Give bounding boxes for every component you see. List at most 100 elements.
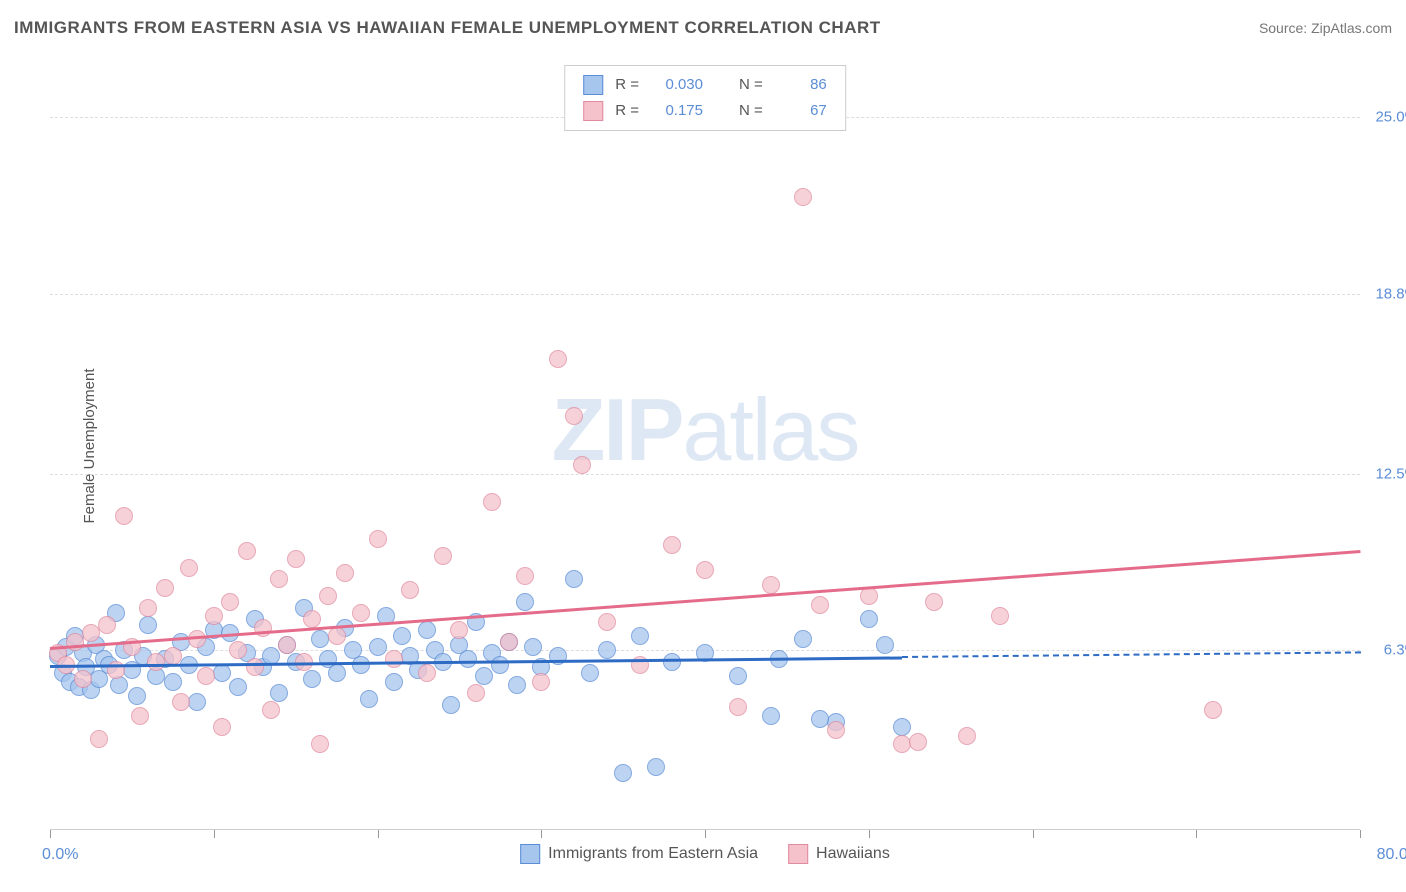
scatter-point	[278, 636, 296, 654]
scatter-point	[893, 718, 911, 736]
scatter-point	[401, 581, 419, 599]
scatter-point	[328, 664, 346, 682]
scatter-point	[450, 621, 468, 639]
correlation-stats-box: R = 0.030 N = 86 R = 0.175 N = 67	[564, 65, 846, 131]
scatter-point	[311, 630, 329, 648]
x-tick	[214, 830, 215, 838]
legend-item-series-a: Immigrants from Eastern Asia	[520, 844, 758, 864]
legend: Immigrants from Eastern Asia Hawaiians	[520, 844, 890, 864]
scatter-point	[319, 587, 337, 605]
scatter-point	[352, 604, 370, 622]
n-value-a: 86	[775, 72, 827, 98]
r-value-a: 0.030	[651, 72, 703, 98]
x-tick	[869, 830, 870, 838]
y-tick-label: 12.5%	[1375, 465, 1406, 482]
scatter-point	[197, 667, 215, 685]
scatter-point	[573, 456, 591, 474]
swatch-series-a	[583, 75, 603, 95]
scatter-point	[139, 599, 157, 617]
y-tick-label: 6.3%	[1384, 642, 1406, 659]
scatter-point	[909, 733, 927, 751]
scatter-point	[303, 610, 321, 628]
scatter-point	[811, 596, 829, 614]
scatter-point	[991, 607, 1009, 625]
scatter-point	[393, 627, 411, 645]
scatter-point	[500, 633, 518, 651]
scatter-point	[925, 593, 943, 611]
scatter-point	[246, 658, 264, 676]
scatter-point	[459, 650, 477, 668]
scatter-point	[131, 707, 149, 725]
x-tick	[50, 830, 51, 838]
y-tick-label: 25.0%	[1375, 109, 1406, 126]
scatter-point	[565, 407, 583, 425]
scatter-point	[270, 570, 288, 588]
stats-row-series-b: R = 0.175 N = 67	[583, 98, 827, 124]
scatter-point	[82, 624, 100, 642]
gridline	[50, 294, 1360, 295]
scatter-point	[434, 547, 452, 565]
legend-label-b: Hawaiians	[816, 845, 890, 863]
scatter-point	[336, 564, 354, 582]
x-tick	[1360, 830, 1361, 838]
scatter-point	[128, 687, 146, 705]
scatter-point	[229, 641, 247, 659]
scatter-point	[213, 664, 231, 682]
scatter-point	[860, 587, 878, 605]
scatter-point	[164, 647, 182, 665]
watermark: ZIPatlas	[552, 379, 859, 481]
scatter-point	[360, 690, 378, 708]
scatter-point	[418, 621, 436, 639]
x-tick	[1033, 830, 1034, 838]
scatter-point	[532, 673, 550, 691]
scatter-point	[794, 630, 812, 648]
x-tick	[541, 830, 542, 838]
scatter-point	[860, 610, 878, 628]
scatter-point	[352, 656, 370, 674]
scatter-point	[508, 676, 526, 694]
chart-title: IMMIGRANTS FROM EASTERN ASIA VS HAWAIIAN…	[14, 18, 881, 38]
scatter-point	[524, 638, 542, 656]
scatter-point	[663, 536, 681, 554]
scatter-point	[475, 667, 493, 685]
r-label: R =	[615, 72, 639, 98]
r-label: R =	[615, 98, 639, 124]
scatter-point	[442, 696, 460, 714]
scatter-point	[115, 507, 133, 525]
scatter-point	[631, 627, 649, 645]
gridline	[50, 474, 1360, 475]
scatter-point	[893, 735, 911, 753]
scatter-point	[958, 727, 976, 745]
scatter-point	[811, 710, 829, 728]
r-value-b: 0.175	[651, 98, 703, 124]
legend-label-a: Immigrants from Eastern Asia	[548, 845, 758, 863]
scatter-point	[762, 707, 780, 725]
scatter-point	[729, 667, 747, 685]
x-tick	[1196, 830, 1197, 838]
scatter-point	[598, 613, 616, 631]
scatter-point	[581, 664, 599, 682]
scatter-point	[467, 684, 485, 702]
scatter-point	[303, 670, 321, 688]
scatter-point	[491, 656, 509, 674]
legend-swatch-a	[520, 844, 540, 864]
scatter-point	[180, 559, 198, 577]
scatter-point	[287, 550, 305, 568]
scatter-point	[516, 593, 534, 611]
scatter-point	[205, 607, 223, 625]
scatter-point	[385, 673, 403, 691]
scatter-point	[483, 493, 501, 511]
n-label: N =	[739, 72, 763, 98]
n-label: N =	[739, 98, 763, 124]
y-tick-label: 18.8%	[1375, 285, 1406, 302]
scatter-point	[164, 673, 182, 691]
scatter-point	[139, 616, 157, 634]
scatter-point	[647, 758, 665, 776]
scatter-point	[311, 735, 329, 753]
source-attribution: Source: ZipAtlas.com	[1259, 20, 1392, 36]
x-axis-max-label: 80.0%	[1377, 846, 1406, 864]
legend-item-series-b: Hawaiians	[788, 844, 890, 864]
scatter-point	[729, 698, 747, 716]
scatter-point	[213, 718, 231, 736]
scatter-point	[369, 638, 387, 656]
